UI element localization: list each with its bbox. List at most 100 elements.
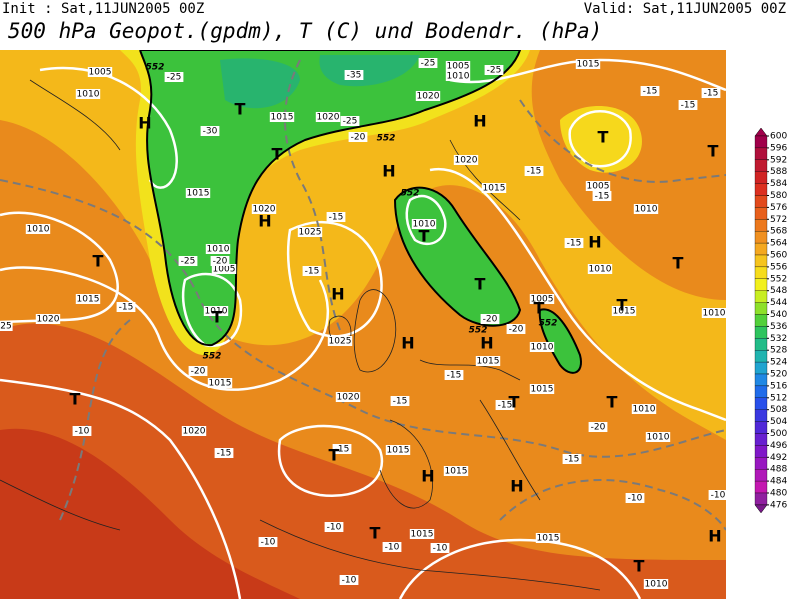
colorbar-label: 476 [770,500,787,510]
pressure-label: 1015 [187,189,210,199]
pressure-label: 1015 [613,307,636,317]
pressure-label: 1020 [317,113,340,123]
pressure-label: 1015 [445,467,468,477]
label-box [418,58,438,68]
pressure-center: T [673,254,684,273]
pressure-center: H [331,285,344,304]
pressure-center: T [329,446,340,465]
pressure-label: 1010 [635,205,658,215]
colorbar-swatch [754,302,768,315]
label-box [297,227,323,237]
pressure-label: 1005 [531,295,554,305]
colorbar-swatch [754,397,768,410]
temperature-label: -25 [487,66,502,76]
colorbar-label: 556 [770,262,787,272]
pressure-center: T [93,252,104,271]
pressure-label: 1020 [37,315,60,325]
label-box [529,384,555,394]
label-box [701,308,726,318]
colorbar-label: 528 [770,346,787,356]
colorbar-arrow-bottom [754,504,768,514]
label-box [315,112,341,122]
colorbar-label: 480 [770,489,787,499]
pressure-label: 1015 [77,295,100,305]
pressure-center: H [138,114,151,133]
label-box [75,89,101,99]
colorbar-label: 564 [770,239,787,249]
temperature-label: -15 [393,397,408,407]
label-box [0,321,13,331]
temperature-label: -15 [565,455,580,465]
geopotential-label: 552 [377,134,396,144]
pressure-label: 1025 [329,337,352,347]
colorbar-swatch [754,457,768,470]
temperature-label: -35 [347,71,362,81]
colorbar-label: 512 [770,393,787,403]
label-box [409,529,435,539]
temperature-label: -10 [75,427,90,437]
label-box [480,314,500,324]
pressure-label: 1015 [387,446,410,456]
colorbar-label: 552 [770,274,787,284]
temperature-label: -15 [329,213,344,223]
colorbar-swatch [754,480,768,494]
label-box [340,116,360,126]
temperature-label: -20 [483,315,498,325]
label-box [587,264,613,274]
colorbar-label: 532 [770,334,787,344]
label-box [585,181,611,191]
colorbar-label: 568 [770,227,787,237]
label-box [335,392,361,402]
pressure-center: H [480,334,493,353]
pressure-label: 1010 [645,580,668,590]
colorbar-swatch [754,445,768,458]
label-box [640,86,660,96]
colorbar-swatch [754,326,768,339]
pressure-label: 1010 [413,220,436,230]
label-box [385,445,411,455]
colorbar-label: 560 [770,251,787,261]
pressure-label: 1010 [77,90,100,100]
pressure-label: 1020 [417,92,440,102]
label-box [453,155,479,165]
label-box [575,59,601,69]
temperature-label: -15 [704,89,719,99]
temperature-label: -15 [447,371,462,381]
label-box [332,444,352,454]
colorbar-label: 596 [770,143,787,153]
temperature-label: -15 [217,449,232,459]
pressure-center: H [421,467,434,486]
colorbar-label: 508 [770,405,787,415]
label-box [25,224,51,234]
label-box [344,70,364,80]
pressure-label: 1005 [213,265,236,275]
label-box [200,126,220,136]
pressure-label: 1010 [27,225,50,235]
label-box [116,302,136,312]
temperature-label: -25 [167,73,182,83]
label-box [562,454,582,464]
label-box [324,522,344,532]
label-box [348,132,368,142]
label-box [203,306,229,316]
colorbar-swatch [754,207,768,220]
pressure-label: 1020 [253,205,276,215]
pressure-label: 1015 [483,184,506,194]
pressure-center: H [258,212,271,231]
colorbar-swatch [754,254,768,268]
colorbar-swatch [754,433,768,446]
label-box [475,356,501,366]
colorbar-swatch [754,219,768,232]
temperature-label: -25 [181,257,196,267]
geopotential-label: 552 [203,352,222,362]
label-box [611,306,637,316]
pressure-center: T [212,308,223,327]
colorbar-label: 592 [770,155,787,165]
label-box [87,67,113,77]
pressure-label: 1025 [299,228,322,238]
temperature-label: -15 [498,401,513,411]
label-box [701,88,721,98]
temperature-label: -15 [681,101,696,111]
colorbar-label: 520 [770,370,787,380]
geopotential-label: 552 [401,189,420,199]
